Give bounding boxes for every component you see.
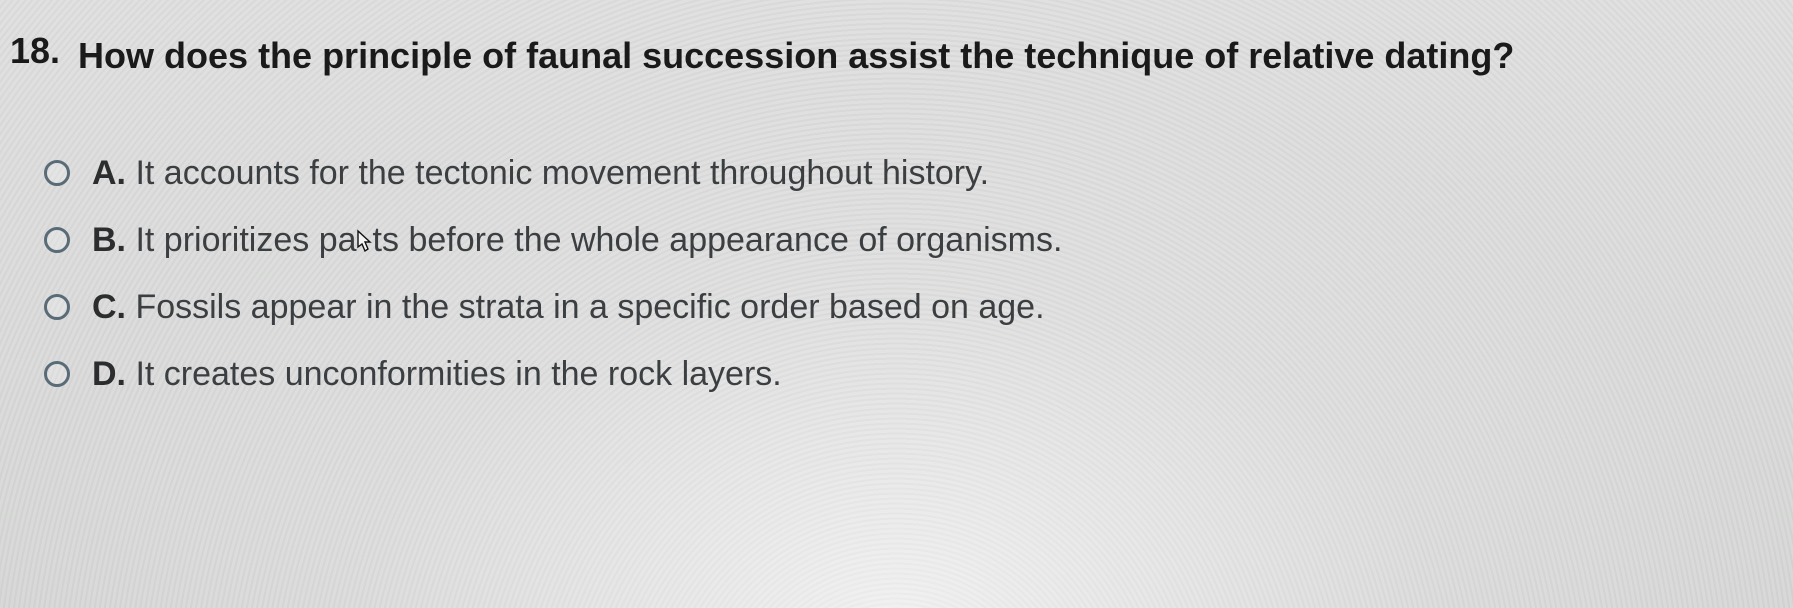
- option-a[interactable]: A. It accounts for the tectonic movement…: [44, 154, 1783, 193]
- question-number: 18.: [10, 28, 60, 75]
- option-text: It creates unconformities in the rock la…: [135, 355, 781, 393]
- option-text-pre: It prioritizes pa: [135, 221, 356, 259]
- option-text: It accounts for the tectonic movement th…: [135, 154, 989, 192]
- option-letter: D.: [92, 355, 126, 393]
- option-text-post: ts before the whole appearance of organi…: [373, 221, 1063, 259]
- option-label: C. Fossils appear in the strata in a spe…: [92, 288, 1045, 327]
- option-letter: B.: [92, 221, 126, 259]
- option-label: B. It prioritizes pa ts before the whole …: [92, 221, 1062, 260]
- radio-icon[interactable]: [44, 227, 70, 253]
- options-list: A. It accounts for the tectonic movement…: [44, 154, 1783, 394]
- option-label: A. It accounts for the tectonic movement…: [92, 154, 989, 193]
- radio-icon[interactable]: [44, 361, 70, 387]
- question-row: 18. How does the principle of faunal suc…: [10, 28, 1783, 84]
- option-b[interactable]: B. It prioritizes pa ts before the whole …: [44, 221, 1783, 260]
- question-text: How does the principle of faunal success…: [78, 28, 1514, 84]
- quiz-page: 18. How does the principle of faunal suc…: [0, 0, 1793, 608]
- option-letter: A.: [92, 154, 126, 192]
- option-c[interactable]: C. Fossils appear in the strata in a spe…: [44, 288, 1783, 327]
- option-letter: C.: [92, 288, 126, 326]
- option-label: D. It creates unconformities in the rock…: [92, 355, 782, 394]
- radio-icon[interactable]: [44, 160, 70, 186]
- radio-icon[interactable]: [44, 294, 70, 320]
- cursor-icon: [355, 225, 375, 251]
- option-d[interactable]: D. It creates unconformities in the rock…: [44, 355, 1783, 394]
- option-text: Fossils appear in the strata in a specif…: [135, 288, 1044, 326]
